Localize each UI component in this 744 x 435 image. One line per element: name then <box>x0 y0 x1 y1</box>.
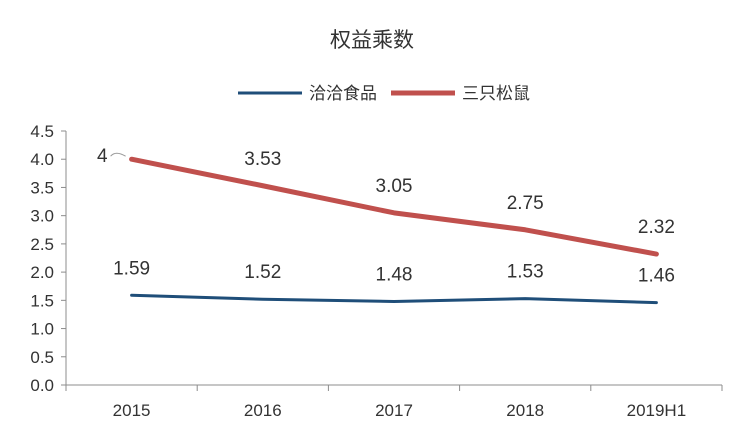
data-labels: 1.59 1.52 1.48 1.53 1.46 4 3.53 3.05 2.75 2.32 <box>97 146 675 286</box>
y-tick-label: 1.0 <box>30 320 54 339</box>
chart-title: 权益乘数 <box>330 28 414 52</box>
data-label: 1.59 <box>113 258 150 279</box>
y-tick-label: 0.5 <box>30 348 54 367</box>
legend-label-series-0: 洽洽食品 <box>309 84 377 104</box>
data-label: 1.53 <box>507 262 544 283</box>
data-label: 2.32 <box>638 217 675 238</box>
y-tick-labels: 0.0 0.5 1.0 1.5 2.0 2.5 3.0 3.5 4.0 4.5 <box>30 122 66 395</box>
legend-label-series-1: 三只松鼠 <box>462 84 530 104</box>
data-label: 1.52 <box>244 262 281 283</box>
legend: 洽洽食品 三只松鼠 <box>238 84 530 104</box>
x-tick-label: 2019H1 <box>627 401 687 420</box>
series-line-1 <box>129 156 659 257</box>
series-line-0 <box>130 293 658 305</box>
y-tick-label: 1.5 <box>30 291 54 310</box>
data-label: 1.48 <box>376 264 413 285</box>
y-tick-label: 3.0 <box>30 207 54 226</box>
data-label: 3.05 <box>376 176 413 197</box>
x-tick-label: 2017 <box>375 401 413 420</box>
data-label: 1.46 <box>638 266 675 287</box>
x-tick-label: 2018 <box>506 401 544 420</box>
series-lines <box>129 156 659 305</box>
data-label-leader <box>110 152 126 157</box>
y-tick-label: 4.0 <box>30 150 54 169</box>
data-label: 3.53 <box>244 149 281 170</box>
x-tick-label: 2016 <box>244 401 282 420</box>
data-label: 4 <box>97 146 108 167</box>
y-tick-label: 2.0 <box>30 263 54 282</box>
x-tick-label: 2015 <box>113 401 151 420</box>
y-tick-label: 0.0 <box>30 376 54 395</box>
data-label: 2.75 <box>507 193 544 214</box>
axes <box>65 131 722 386</box>
x-tick-labels: 2015 2016 2017 2018 2019H1 <box>65 385 723 420</box>
y-tick-label: 2.5 <box>30 235 54 254</box>
y-tick-label: 3.5 <box>30 178 54 197</box>
y-tick-label: 4.5 <box>30 122 54 141</box>
